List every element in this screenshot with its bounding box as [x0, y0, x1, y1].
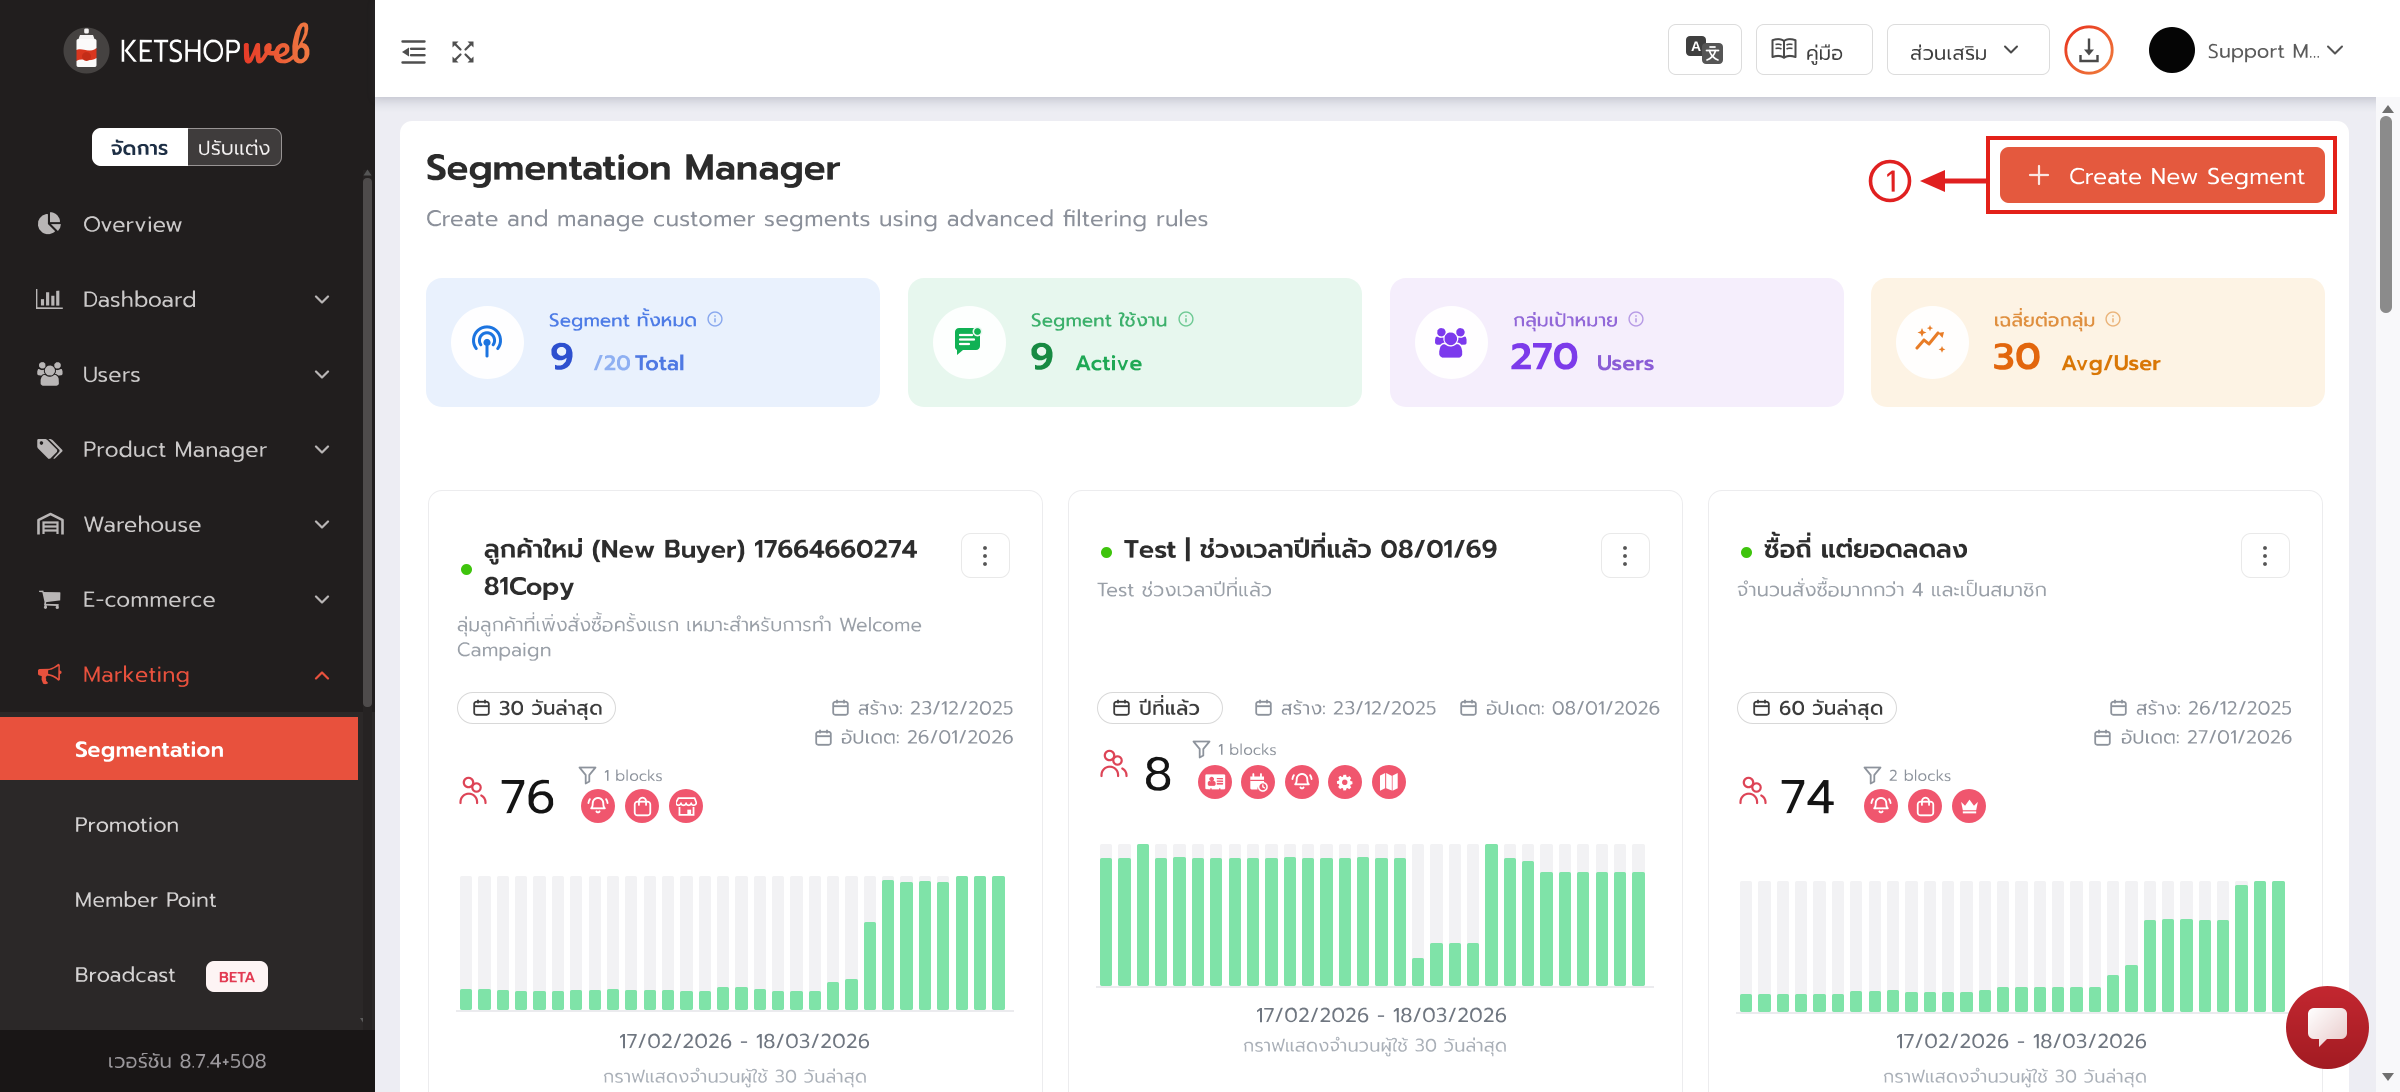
svg-text:A: A [1691, 38, 1701, 54]
